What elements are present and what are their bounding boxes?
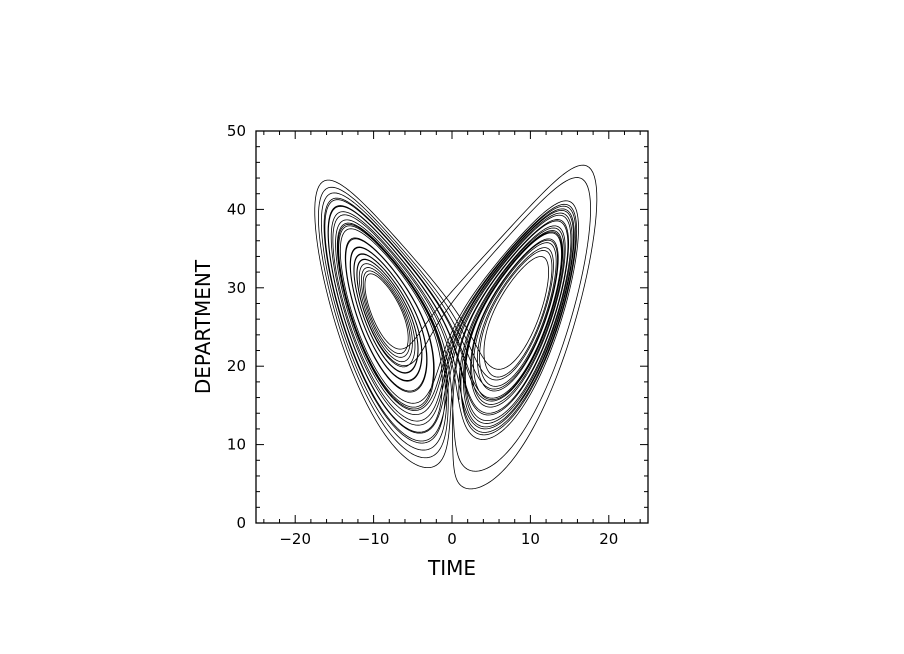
tick-labels: −20 −10 0 10 20 0 10 20 30 40 50 (227, 122, 618, 548)
y-tick-label: 30 (227, 279, 246, 297)
y-tick-label: 40 (227, 200, 246, 218)
series-line-0 (314, 164, 598, 490)
x-axis-title: TIME (427, 556, 476, 580)
y-tick-label: 20 (227, 357, 246, 375)
x-tick-label: 20 (599, 530, 618, 548)
y-tick-label: 50 (227, 122, 246, 140)
y-tick-label: 10 (227, 436, 246, 454)
x-tick-label: 0 (447, 530, 457, 548)
y-axis-title: DEPARTMENT (191, 259, 215, 394)
plot-frame (255, 130, 649, 524)
x-tick-label: −10 (358, 530, 390, 548)
y-tick-label: 0 (236, 514, 246, 532)
x-tick-label: −20 (279, 530, 311, 548)
x-tick-label: 10 (521, 530, 540, 548)
axis-ticks (256, 130, 648, 524)
